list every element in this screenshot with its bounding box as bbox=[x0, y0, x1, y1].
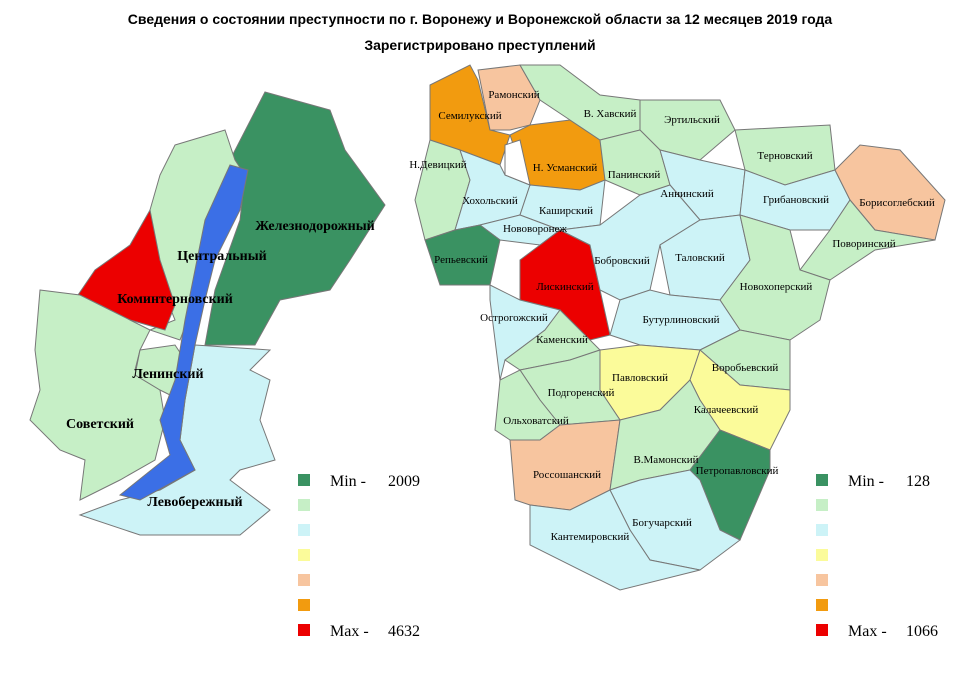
district-label: В. Хавский bbox=[584, 108, 637, 120]
district-label: Павловский bbox=[612, 372, 668, 384]
legend-swatch bbox=[298, 474, 310, 486]
legend-swatch bbox=[298, 499, 310, 511]
district-label: Каширский bbox=[539, 205, 593, 217]
district-label: Н.Девицкий bbox=[409, 159, 466, 171]
river bbox=[118, 164, 249, 501]
district-label: Н. Усманский bbox=[533, 162, 598, 174]
legend-swatch bbox=[816, 574, 828, 586]
district-label: В.Мамонский bbox=[633, 454, 698, 466]
legend-swatch bbox=[298, 549, 310, 561]
district-label: Подгоренский bbox=[548, 387, 615, 399]
legend-min-value: 2009 bbox=[388, 473, 420, 490]
district-label: Грибановский bbox=[763, 194, 829, 206]
district-label: Борисоглебский bbox=[859, 197, 935, 209]
district-label: Калачеевский bbox=[694, 404, 759, 416]
district-label: Ленинский bbox=[132, 367, 203, 382]
district-label: Эртильский bbox=[664, 114, 720, 126]
district-label: Терновский bbox=[757, 150, 812, 162]
legend-max-value: 4632 bbox=[388, 623, 420, 640]
district-label: Новохоперский bbox=[740, 281, 813, 293]
district-label: Лискинский bbox=[536, 281, 593, 293]
district-label: Петропавловский bbox=[696, 465, 779, 477]
district-label: Ольховатский bbox=[503, 415, 569, 427]
district-label: Поворинский bbox=[832, 238, 895, 250]
district-label: Воробьевский bbox=[712, 362, 779, 374]
district-label: Россошанский bbox=[533, 469, 601, 481]
district-label: Нововоронеж bbox=[503, 223, 567, 235]
legend-swatch bbox=[816, 549, 828, 561]
legend-swatch bbox=[298, 599, 310, 611]
legend-min-value: 128 bbox=[906, 473, 930, 490]
subtitle: Зарегистрировано преступлений bbox=[364, 37, 595, 53]
title: Сведения о состоянии преступности по г. … bbox=[128, 11, 833, 27]
district bbox=[719, 214, 831, 341]
district-label: Репьевский bbox=[434, 254, 488, 266]
district bbox=[529, 489, 701, 591]
district-label: Хохольский bbox=[462, 195, 518, 207]
district-label: Аннинский bbox=[660, 188, 714, 200]
legend-swatch bbox=[816, 499, 828, 511]
district-label: Бобровский bbox=[594, 255, 650, 267]
district-label: Острогожский bbox=[480, 312, 548, 324]
legend-swatch bbox=[816, 474, 828, 486]
legend-swatch bbox=[816, 599, 828, 611]
district-label: Коминтерновский bbox=[117, 292, 233, 307]
district-label: Кантемировский bbox=[551, 531, 630, 543]
legend-swatch bbox=[298, 574, 310, 586]
legend-swatch bbox=[816, 624, 828, 636]
legend-swatch bbox=[298, 624, 310, 636]
district bbox=[29, 289, 166, 501]
district-label: Бутурлиновский bbox=[643, 314, 720, 326]
district-unlabeled bbox=[504, 139, 531, 186]
district-label: Семилукский bbox=[438, 110, 501, 122]
legend-min-label: Min - bbox=[848, 473, 884, 490]
district-label: Железнодорожный bbox=[255, 219, 374, 234]
legend-max-value: 1066 bbox=[906, 623, 938, 640]
district-label: Левобережный bbox=[147, 495, 242, 510]
district-label: Панинский bbox=[608, 169, 661, 181]
legend-swatch bbox=[298, 524, 310, 536]
district bbox=[424, 224, 501, 286]
district-label: Каменский bbox=[536, 334, 588, 346]
district-label: Рамонский bbox=[488, 89, 539, 101]
legend-min-label: Min - bbox=[330, 473, 366, 490]
district-label: Советский bbox=[66, 417, 134, 432]
legend-max-label: Max - bbox=[848, 623, 887, 640]
legend-swatch bbox=[816, 524, 828, 536]
district-label: Богучарский bbox=[632, 517, 692, 529]
district-label: Центральный bbox=[177, 249, 266, 264]
legend-max-label: Max - bbox=[330, 623, 369, 640]
district-label: Таловский bbox=[675, 252, 725, 264]
